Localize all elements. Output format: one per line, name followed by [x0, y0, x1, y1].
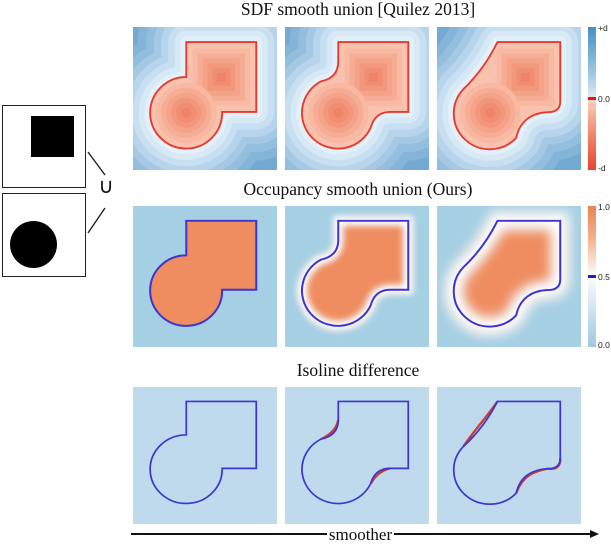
occupancy-colorbar-label-bottom: 0.0 [598, 340, 610, 350]
arrowhead-icon [590, 530, 599, 538]
axis-line-left [131, 533, 327, 535]
input-square-box [2, 105, 86, 188]
sdf-colorbar-zero-marker [588, 97, 596, 100]
occupancy-colorbar-label-mid: 0.5 [598, 272, 610, 282]
axis-line-right [394, 533, 590, 535]
input-circle-box [2, 193, 86, 277]
axis-label: smoother [328, 524, 393, 544]
occupancy-panel-mid [285, 206, 429, 347]
circle-glyph [9, 221, 57, 268]
sdf-colorbar-label-mid: 0.0 [598, 94, 610, 104]
occupancy-panel-sharp [133, 206, 277, 347]
sdf-colorbar [588, 27, 596, 170]
sdf-colorbar-label-bottom: -d [598, 163, 606, 173]
union-operator: ∪ [98, 174, 114, 198]
row2-title: Occupancy smooth union (Ours) [243, 179, 473, 199]
isoline-panel-sharp [133, 387, 277, 524]
isoline-panel-mid [285, 387, 429, 524]
connector-lines [87, 151, 106, 234]
sdf-panel-sharp [133, 27, 277, 170]
occupancy-panel-smooth [437, 206, 581, 347]
smoother-axis: smoother [131, 524, 599, 544]
row1-title: SDF smooth union [Quilez 2013] [240, 0, 476, 19]
square-glyph [31, 116, 74, 157]
row3-title: Isoline difference [296, 360, 420, 380]
sdf-panel-mid [285, 27, 429, 170]
occupancy-colorbar [588, 206, 596, 347]
sdf-colorbar-label-top: +d [598, 23, 608, 33]
isoline-panel-smooth [437, 387, 581, 524]
sdf-panel-smooth [437, 27, 581, 170]
occupancy-colorbar-half-marker [588, 275, 596, 278]
occupancy-colorbar-label-top: 1.0 [598, 202, 610, 212]
